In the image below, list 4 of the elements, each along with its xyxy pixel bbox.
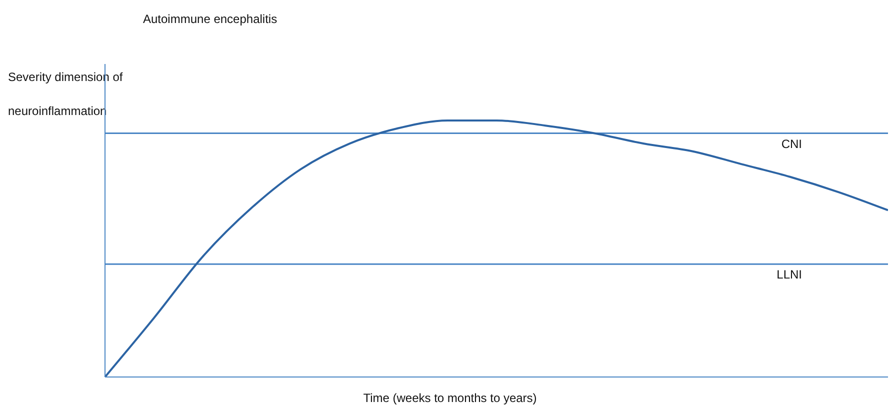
ref-line-label: CNI — [781, 136, 802, 151]
chart-title: Autoimmune encephalitis — [143, 12, 278, 26]
ref-line-label: LLNI — [776, 268, 802, 282]
x-axis-title: Time (weeks to months to years) — [362, 391, 538, 405]
